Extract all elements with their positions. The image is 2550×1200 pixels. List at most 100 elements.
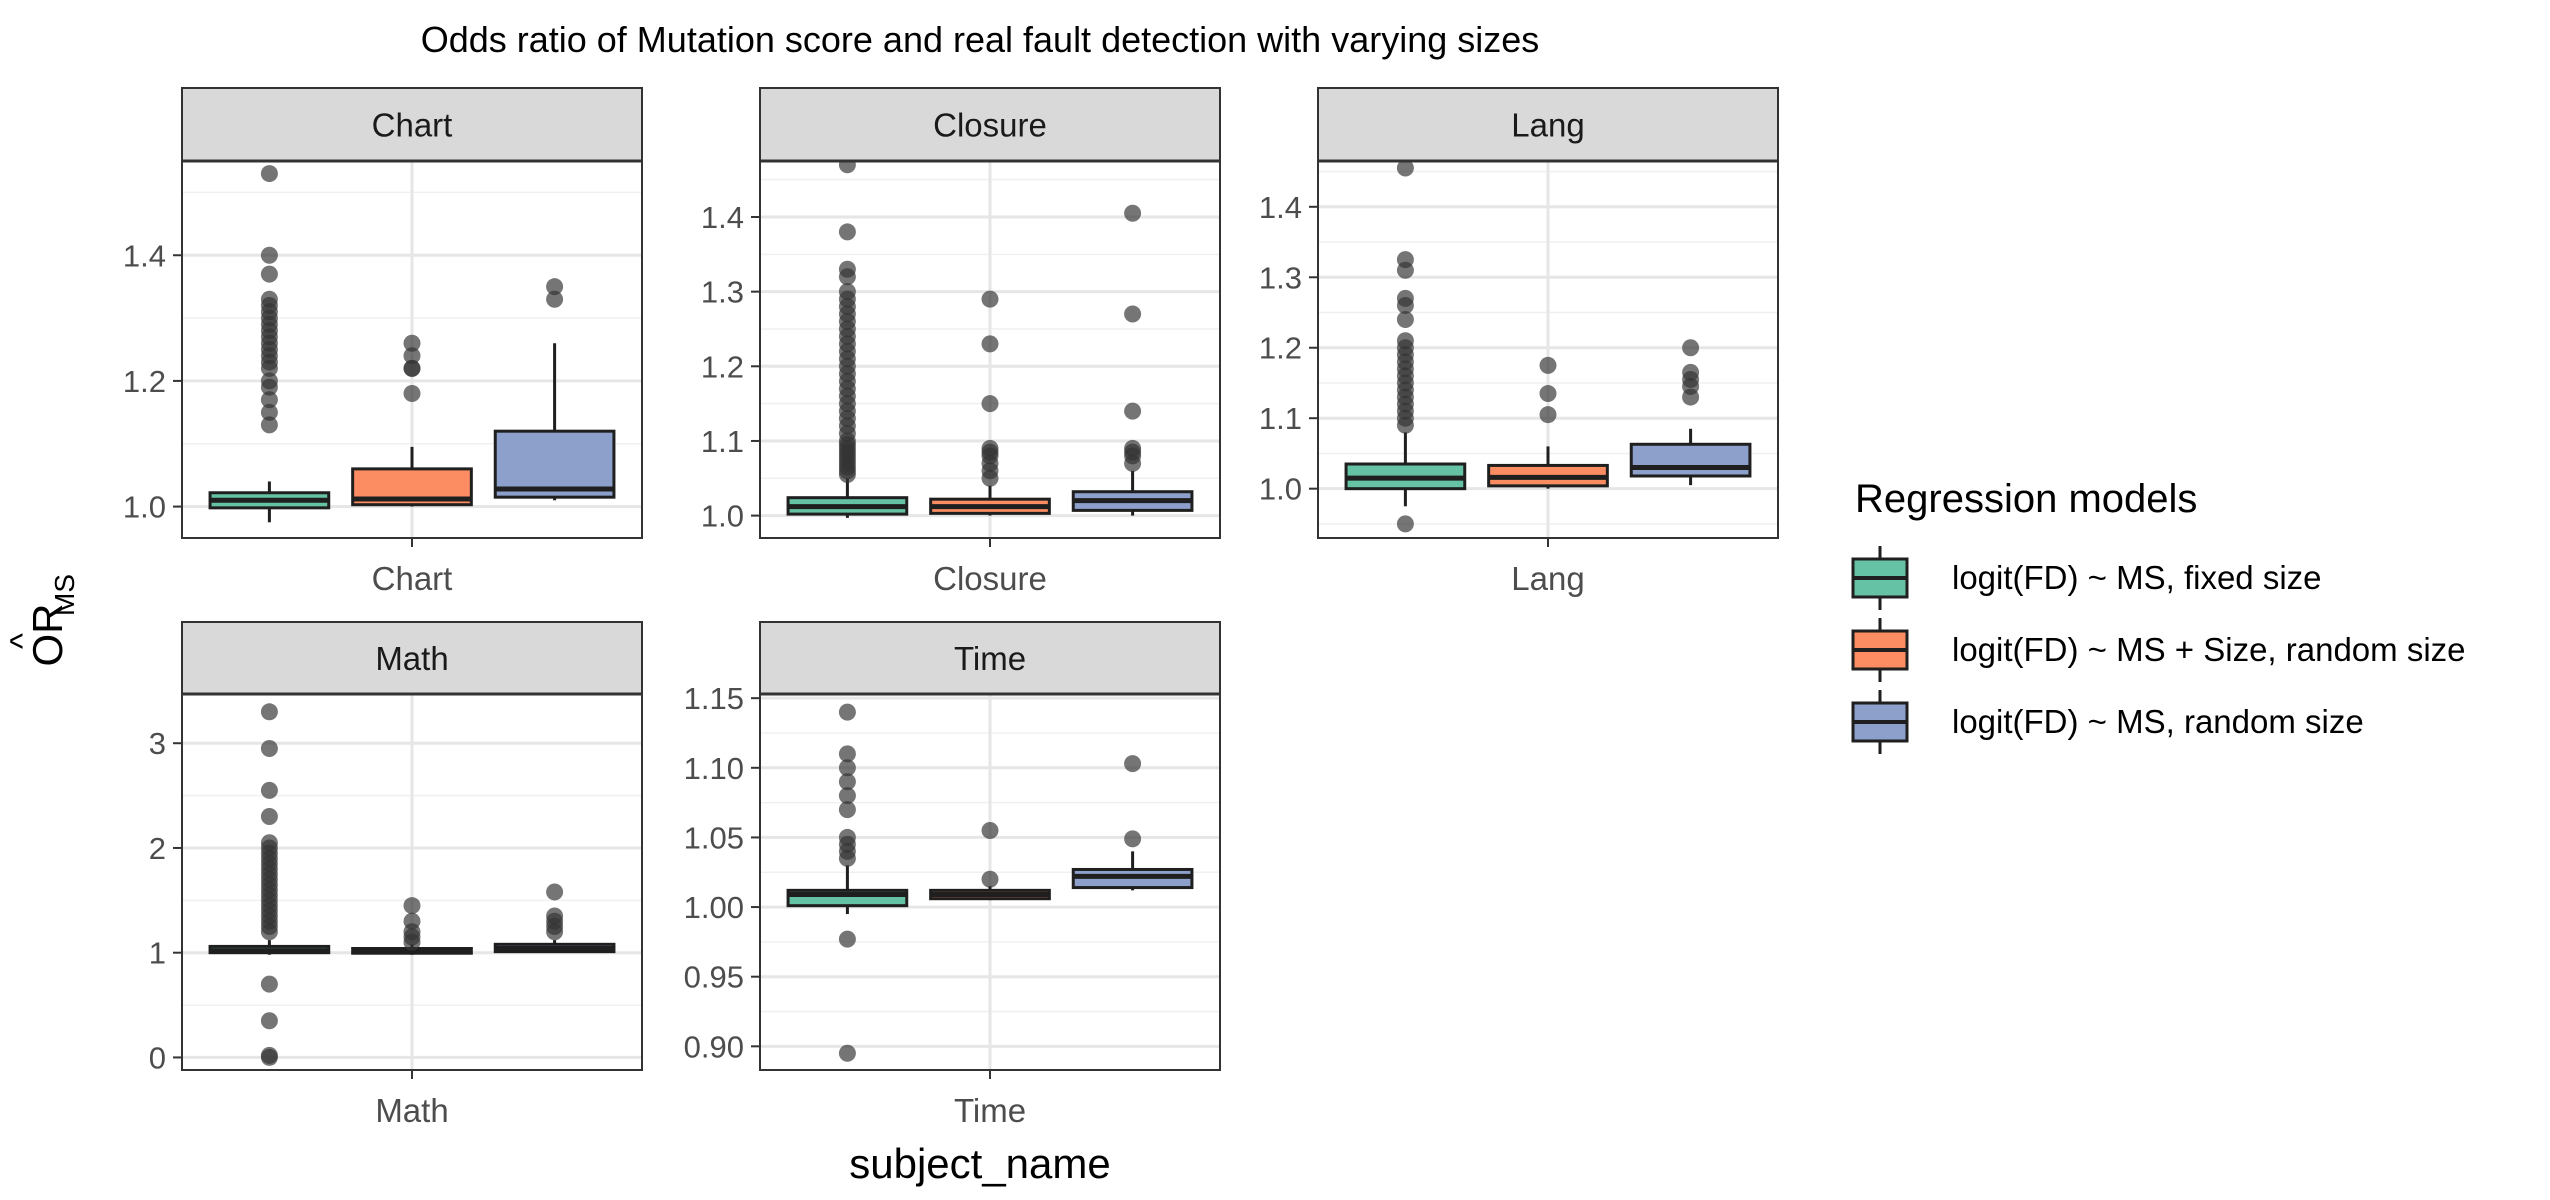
outlier-point: [403, 334, 421, 352]
outlier-point: [260, 1048, 278, 1066]
facet-strip-label: Math: [375, 640, 448, 677]
y-tick-label: 1.15: [684, 681, 744, 716]
outlier-point: [981, 290, 999, 308]
outlier-point: [1124, 402, 1142, 420]
y-tick-label: 1.00: [684, 890, 744, 925]
outlier-point: [403, 933, 421, 951]
box-lang-series-1: [1344, 159, 1467, 533]
outlier-point: [981, 335, 999, 353]
outlier-point: [260, 808, 278, 826]
facet-strip: [759, 87, 1221, 162]
facet-strip: [181, 621, 643, 695]
y-tick-label: 1.2: [123, 364, 166, 399]
outlier-point: [260, 416, 278, 434]
y-tick-label: 3: [149, 726, 166, 761]
legend-title: Regression models: [1855, 477, 2197, 521]
y-tick-label: 1.4: [123, 238, 166, 273]
chart-title: Odds ratio of Mutation score and real fa…: [421, 19, 1540, 60]
outlier-point: [981, 395, 999, 413]
y-tick-label: 1.2: [701, 349, 744, 384]
x-axis-title: subject_name: [849, 1140, 1111, 1187]
y-tick-label: 1.0: [123, 490, 166, 525]
outlier-point: [838, 268, 856, 286]
box-math-series-2: [351, 897, 473, 955]
facet-strip: [759, 621, 1221, 695]
box-time-series-3: [1071, 755, 1194, 891]
y-tick-label: 1.4: [1259, 190, 1302, 225]
y-tick-label: 2: [149, 831, 166, 866]
outlier-point: [1124, 454, 1142, 472]
facet-strip-label: Chart: [372, 107, 453, 144]
y-tick-label: 0: [149, 1040, 166, 1075]
y-tick-label: 1: [149, 936, 166, 971]
panel-lang: 1.0 1.1 1.2 1.3 1.4 Lang Lang: [1259, 87, 1779, 597]
x-tick-label: Math: [375, 1092, 448, 1129]
box-closure-series-1: [786, 156, 909, 518]
box-closure-series-2: [929, 290, 1051, 516]
outlier-point: [260, 165, 278, 183]
outlier-point: [1124, 830, 1142, 848]
y-tick-label: 1.2: [1259, 331, 1302, 366]
x-tick-label: Lang: [1511, 560, 1584, 597]
outlier-point: [1396, 159, 1414, 177]
outlier-point: [1539, 385, 1557, 403]
box-time-series-2: [929, 821, 1051, 901]
outlier-point: [546, 290, 564, 308]
outlier-point: [1396, 296, 1414, 314]
outlier-point: [260, 739, 278, 757]
outlier-point: [1396, 416, 1414, 434]
facet-strip: [1317, 87, 1779, 162]
legend-item-2: logit(FD) ~ MS + Size, random size: [1851, 618, 2466, 682]
outlier-point: [1124, 305, 1142, 323]
outlier-point: [1682, 388, 1700, 406]
outlier-point: [260, 1012, 278, 1030]
outlier-point: [546, 923, 564, 941]
outlier-point: [403, 347, 421, 365]
x-tick-label: Time: [954, 1092, 1026, 1129]
outlier-point: [1539, 406, 1557, 424]
y-tick-label: 1.4: [701, 200, 744, 235]
outlier-point: [838, 466, 856, 484]
box-iqr: [493, 429, 616, 499]
box-chart-series-3: [493, 278, 616, 501]
box-math-series-1: [208, 703, 331, 1066]
legend-item-3: logit(FD) ~ MS, random size: [1851, 690, 2364, 754]
y-tick-label: 1.05: [684, 820, 744, 855]
outlier-point: [981, 469, 999, 487]
y-tick-label: 1.3: [1259, 260, 1302, 295]
outlier-point: [403, 897, 421, 915]
outlier-point: [838, 703, 856, 721]
box-closure-series-3: [1071, 204, 1194, 516]
outlier-point: [260, 923, 278, 941]
y-tick-label: 0.90: [684, 1029, 744, 1064]
box-lang-series-2: [1487, 356, 1609, 489]
panel-time: 0.90 0.95 1.00 1.05 1.10 1.15 Time Time: [684, 621, 1221, 1129]
legend-items: logit(FD) ~ MS, fixed size logit(FD) ~ MS…: [1851, 546, 2466, 754]
facet-strip-label: Lang: [1511, 107, 1584, 144]
outlier-point: [260, 703, 278, 721]
facet-panels: 1.0 1.2 1.4 Chart Chart 1.0 1.1 1.2 1.3 1.4 Closur…: [123, 87, 1779, 1129]
outlier-point: [1396, 515, 1414, 533]
facet-strip-label: Closure: [933, 107, 1047, 144]
legend-item-1: logit(FD) ~ MS, fixed size: [1851, 546, 2322, 610]
panel-math: 0 1 2 3 Math Math: [149, 621, 643, 1129]
outlier-point: [838, 801, 856, 819]
outlier-point: [838, 930, 856, 948]
outlier-point: [260, 359, 278, 377]
outlier-point: [260, 975, 278, 993]
y-tick-label: 1.1: [1259, 401, 1302, 436]
panel-closure: 1.0 1.1 1.2 1.3 1.4 Closure Closure: [701, 87, 1221, 597]
box-time-series-1: [786, 703, 909, 1062]
panel-chart: 1.0 1.2 1.4 Chart Chart: [123, 87, 643, 597]
outlier-point: [1396, 261, 1414, 279]
outlier-point: [838, 1044, 856, 1062]
outlier-point: [1539, 356, 1557, 374]
y-axis-title: OR MS ^: [4, 574, 80, 667]
outlier-point: [260, 378, 278, 396]
box-math-series-3: [493, 883, 616, 954]
outlier-point: [1124, 755, 1142, 773]
outlier-point: [260, 781, 278, 799]
outlier-point: [1124, 204, 1142, 222]
outlier-point: [838, 849, 856, 867]
outlier-point: [260, 391, 278, 409]
